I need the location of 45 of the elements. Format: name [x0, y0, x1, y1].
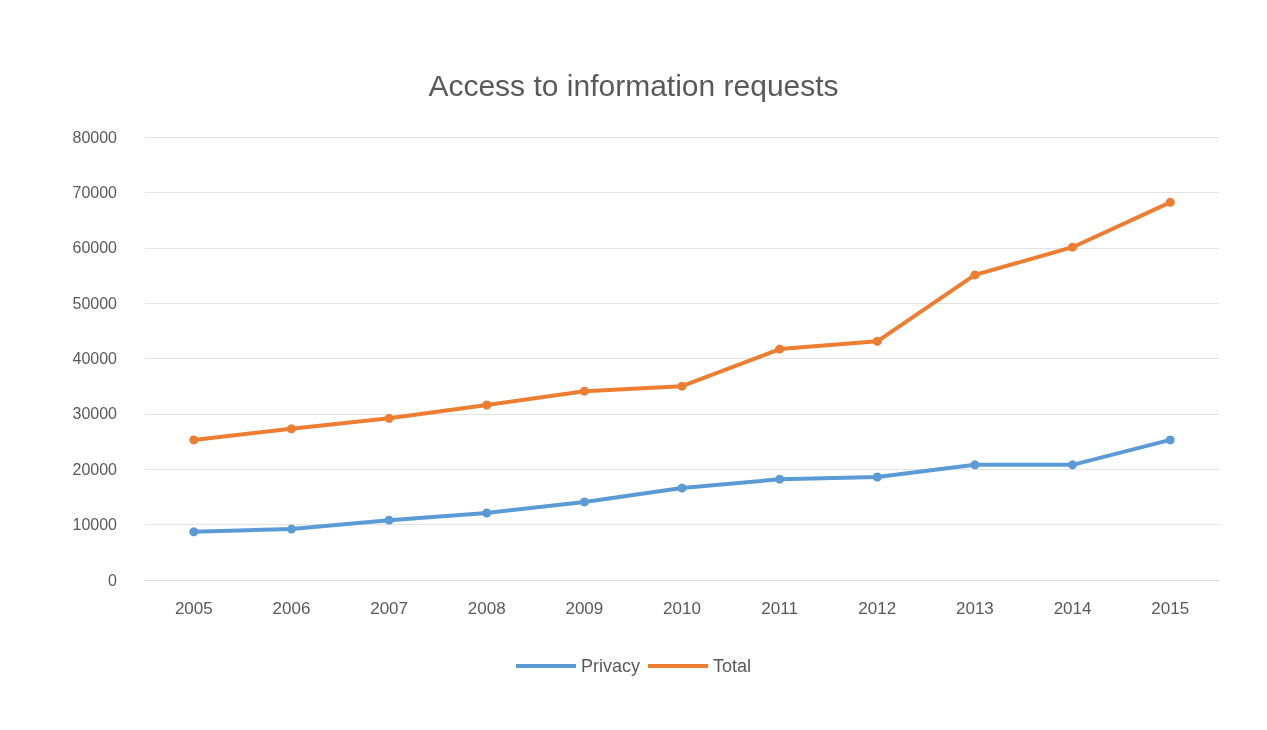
y-tick-label: 20000	[72, 460, 118, 478]
point	[1068, 460, 1078, 470]
point	[482, 400, 492, 410]
point	[189, 527, 199, 537]
point	[579, 386, 589, 396]
x-tick-label: 2015	[1151, 599, 1190, 618]
y-tick-label: 30000	[72, 405, 118, 423]
legend-label: Total	[712, 656, 752, 676]
y-tick-label: 40000	[72, 350, 118, 367]
x-tick-label: 2014	[1053, 599, 1092, 618]
point	[872, 472, 882, 482]
point	[872, 336, 882, 346]
point	[677, 483, 687, 493]
y-tick-label: 70000	[72, 183, 118, 201]
point	[482, 508, 492, 518]
x-tick-label: 2006	[272, 599, 311, 618]
point	[970, 270, 980, 280]
point	[775, 474, 785, 484]
y-tick-label: 10000	[72, 516, 118, 534]
x-tick-label: 2011	[761, 599, 798, 618]
point	[775, 344, 785, 354]
y-tick-label: 0	[108, 571, 118, 589]
legend-label: Privacy	[580, 656, 640, 676]
point	[384, 515, 394, 525]
point	[1068, 242, 1078, 252]
x-tick-label: 2008	[467, 599, 506, 618]
x-tick-label: 2012	[858, 599, 897, 618]
point	[970, 460, 980, 470]
point	[384, 413, 394, 423]
point	[286, 424, 296, 434]
y-tick-label: 50000	[72, 294, 118, 312]
y-tick-label: 80000	[72, 128, 118, 146]
point	[286, 524, 296, 534]
x-tick-label: 2010	[663, 599, 701, 618]
chart-title: Access to information requests	[428, 68, 839, 102]
x-tick-label: 2009	[565, 599, 604, 618]
point	[1165, 435, 1175, 445]
point	[677, 381, 687, 391]
point	[579, 497, 589, 507]
point	[189, 435, 199, 445]
x-tick-label: 2013	[956, 599, 994, 618]
y-tick-label: 60000	[72, 239, 118, 257]
point	[1165, 197, 1175, 207]
x-tick-label: 2005	[174, 599, 213, 618]
x-tick-label: 2007	[370, 599, 408, 618]
